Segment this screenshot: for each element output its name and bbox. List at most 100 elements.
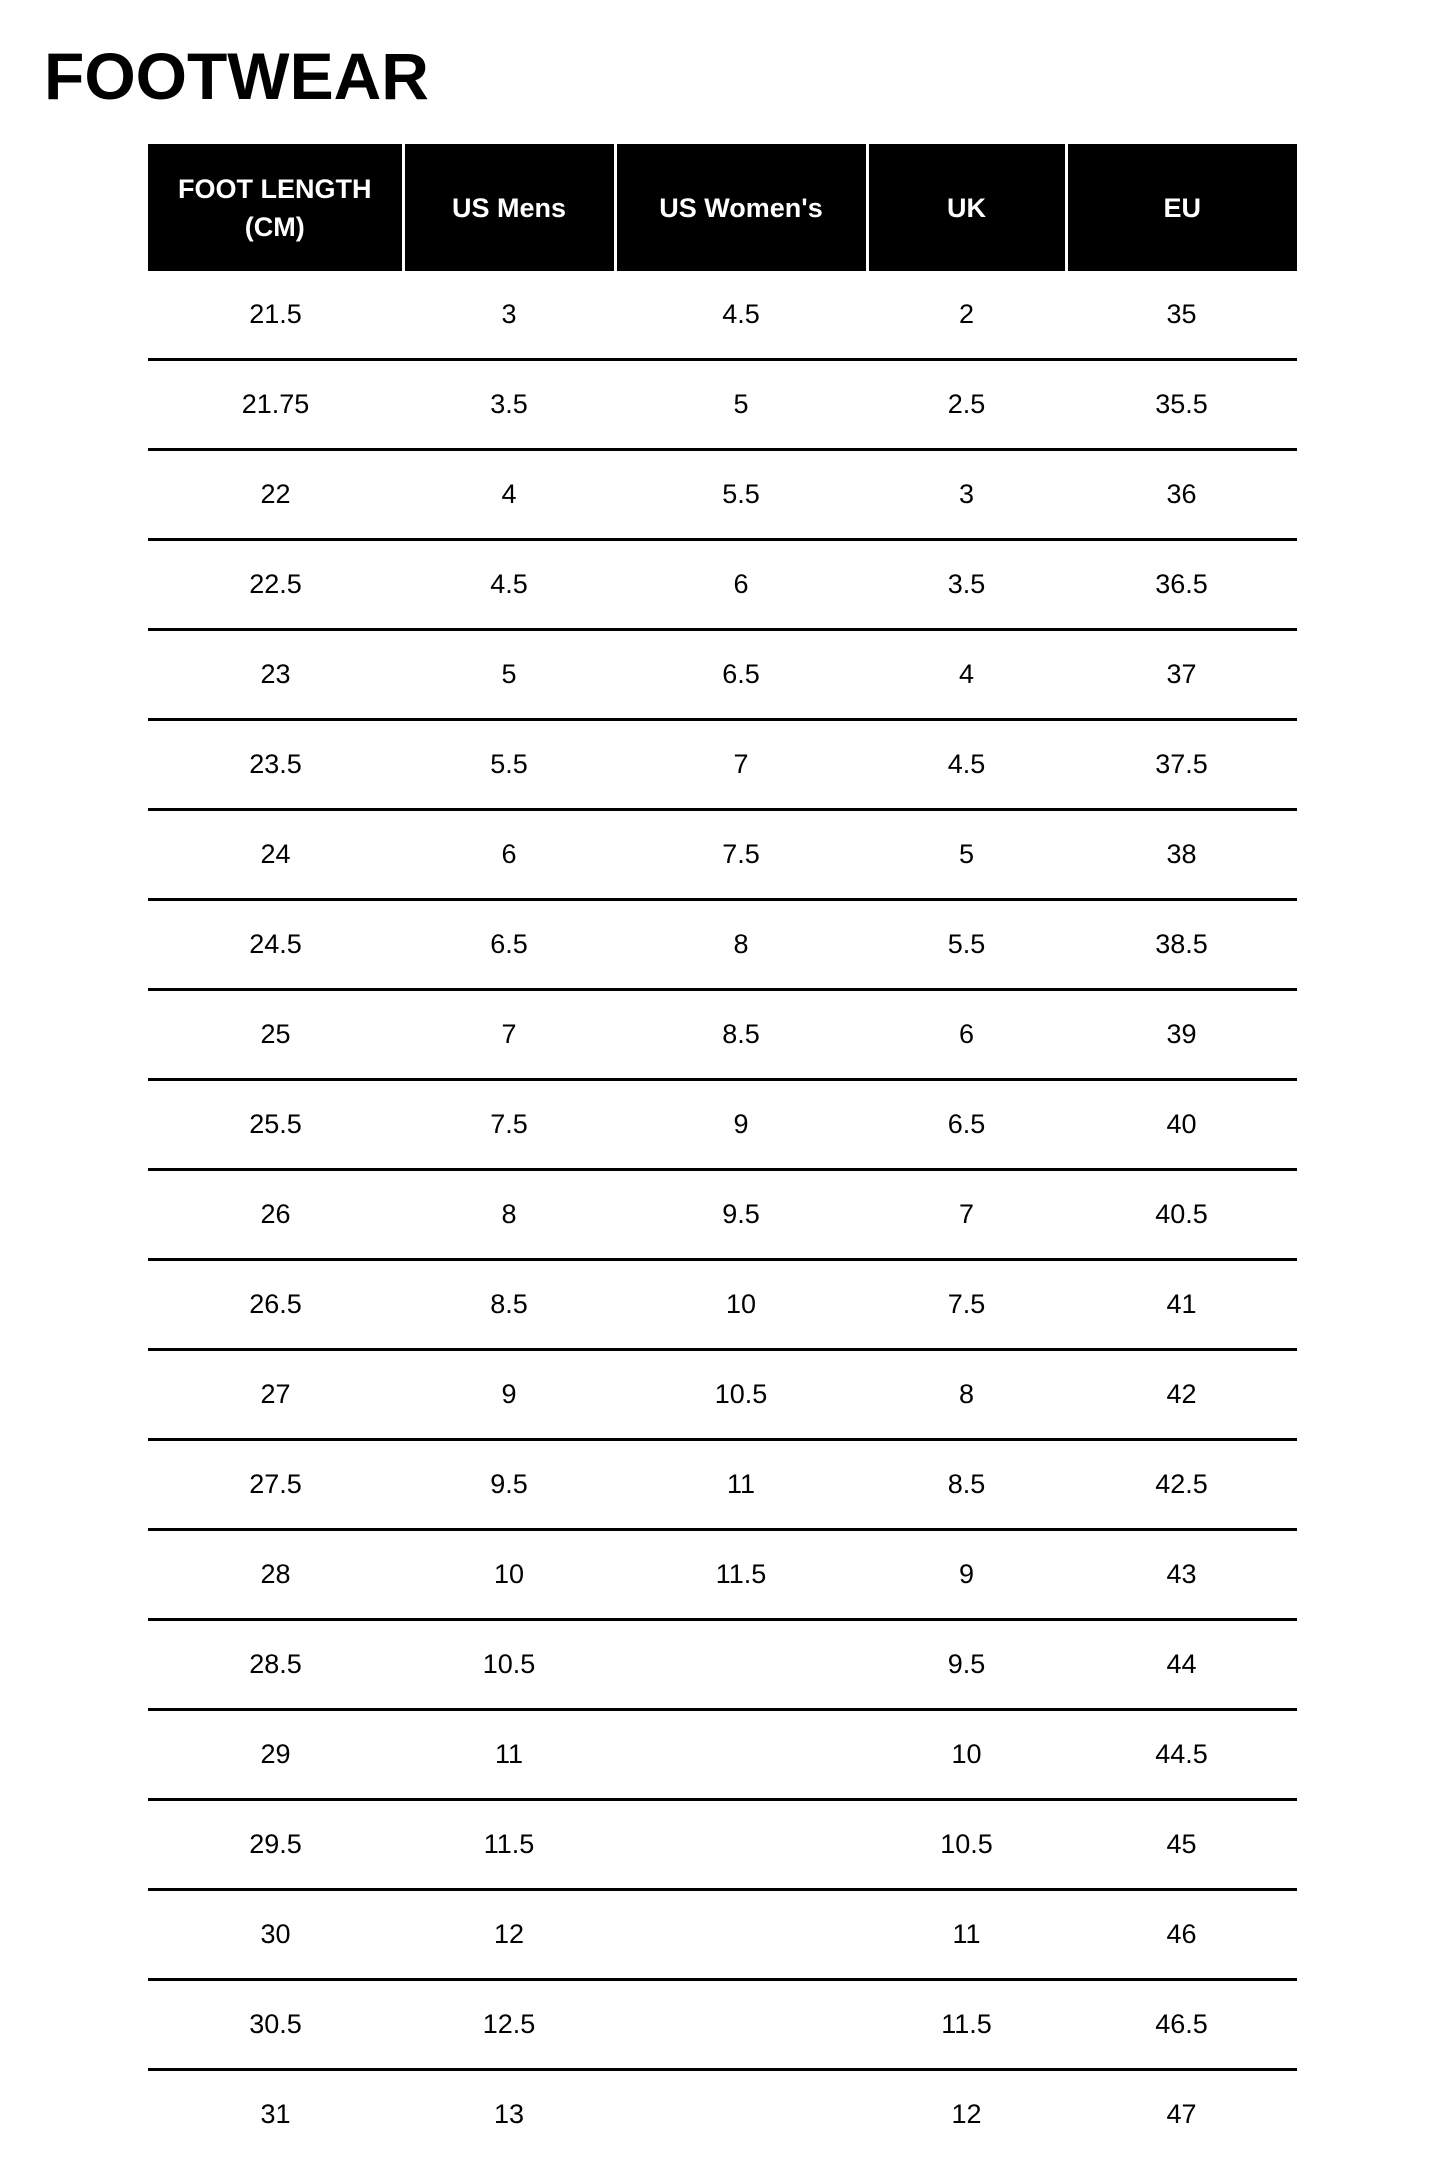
table-row: 26 8 9.5 7 40.5 <box>148 1169 1297 1261</box>
table-cell: 26.5 <box>148 1259 403 1351</box>
table-cell: 24.5 <box>148 899 403 991</box>
column-header: FOOT LENGTH (CM) <box>148 144 403 271</box>
table-header-row: FOOT LENGTH (CM) US Mens US Women's UK EU <box>148 144 1297 271</box>
table-cell: 21.5 <box>148 271 403 361</box>
table-row: 29.5 11.5 10.5 45 <box>148 1799 1297 1891</box>
table-cell: 3 <box>403 271 615 361</box>
table-cell: 11 <box>615 1439 867 1531</box>
table-row: 25 7 8.5 6 39 <box>148 989 1297 1081</box>
table-cell: 4.5 <box>615 271 867 361</box>
table-cell: 22.5 <box>148 539 403 631</box>
table-cell: 27.5 <box>148 1439 403 1531</box>
table-row: 23 5 6.5 4 37 <box>148 629 1297 721</box>
table-cell: 41 <box>1066 1259 1297 1351</box>
table-cell: 8.5 <box>403 1259 615 1351</box>
table-cell: 40.5 <box>1066 1169 1297 1261</box>
table-row: 22 4 5.5 3 36 <box>148 449 1297 541</box>
table-cell: 37.5 <box>1066 719 1297 811</box>
table-cell: 9.5 <box>615 1169 867 1261</box>
table-cell: 10.5 <box>403 1619 615 1711</box>
table-cell: 10 <box>615 1259 867 1351</box>
table-cell: 6.5 <box>867 1079 1066 1171</box>
table-cell: 26 <box>148 1169 403 1261</box>
table-cell: 23 <box>148 629 403 721</box>
size-chart-table: FOOT LENGTH (CM) US Mens US Women's UK EU 21… <box>148 144 1297 2158</box>
table-cell <box>615 1889 867 1981</box>
table-cell: 5.5 <box>615 449 867 541</box>
table-cell: 11.5 <box>867 1979 1066 2071</box>
column-header: EU <box>1064 144 1297 271</box>
table-cell: 10 <box>867 1709 1066 1801</box>
table-cell: 47 <box>1166 2099 1197 2129</box>
table-cell <box>615 2070 867 2159</box>
table-cell: 8.5 <box>615 989 867 1081</box>
table-row: 21.5 3 4.5 2 35 <box>148 271 1297 361</box>
table-cell: 5 <box>403 629 615 721</box>
table-row: 31 13 12 47 <box>148 2070 1297 2159</box>
table-cell: 4 <box>403 449 615 541</box>
table-cell: 46 <box>1066 1889 1297 1981</box>
table-cell: 4 <box>867 629 1066 721</box>
table-cell: 10 <box>403 1529 615 1621</box>
table-cell: 25 <box>148 989 403 1081</box>
table-cell: 12 <box>951 2099 982 2129</box>
table-cell: 38 <box>1066 809 1297 901</box>
table-cell: 37 <box>1066 629 1297 721</box>
table-cell: 31 <box>260 2099 291 2129</box>
table-cell: 5.5 <box>867 899 1066 991</box>
table-cell <box>615 1709 867 1801</box>
table-cell: 23.5 <box>148 719 403 811</box>
table-cell: 8 <box>615 899 867 991</box>
page-title: FOOTWEAR <box>44 39 429 113</box>
column-header: US Mens <box>401 144 615 271</box>
table-row: 28.5 10.5 9.5 44 <box>148 1619 1297 1711</box>
table-cell: 42 <box>1066 1349 1297 1441</box>
table-cell: 2 <box>867 271 1066 361</box>
table-row: 21.75 3.5 5 2.5 35.5 <box>148 359 1297 451</box>
table-cell: 40 <box>1066 1079 1297 1171</box>
table-row: 25.5 7.5 9 6.5 40 <box>148 1079 1297 1171</box>
table-cell: 11 <box>403 1709 615 1801</box>
table-cell: 25.5 <box>148 1079 403 1171</box>
table-cell: 35 <box>1066 271 1297 361</box>
table-row: 22.5 4.5 6 3.5 36.5 <box>148 539 1297 631</box>
table-cell: 4.5 <box>403 539 615 631</box>
table-row: 24 6 7.5 5 38 <box>148 809 1297 901</box>
table-cell: 6.5 <box>403 899 615 991</box>
table-cell: 27 <box>148 1349 403 1441</box>
table-cell: 28.5 <box>148 1619 403 1711</box>
table-cell <box>615 1619 867 1711</box>
table-cell: 30.5 <box>148 1979 403 2071</box>
table-cell: 46.5 <box>1066 1979 1297 2071</box>
table-row: 27.5 9.5 11 8.5 42.5 <box>148 1439 1297 1531</box>
table-cell: 44 <box>1066 1619 1297 1711</box>
table-row: 27 9 10.5 8 42 <box>148 1349 1297 1441</box>
table-cell <box>615 1979 867 2071</box>
table-cell: 11.5 <box>615 1529 867 1621</box>
table-cell: 35.5 <box>1066 359 1297 451</box>
table-cell: 7 <box>403 989 615 1081</box>
table-cell: 6 <box>867 989 1066 1081</box>
table-cell: 7.5 <box>403 1079 615 1171</box>
table-cell: 8.5 <box>867 1439 1066 1531</box>
table-cell: 7.5 <box>615 809 867 901</box>
table-cell: 9.5 <box>867 1619 1066 1711</box>
table-row: 29 11 10 44.5 <box>148 1709 1297 1801</box>
table-cell: 4.5 <box>867 719 1066 811</box>
table-cell: 44.5 <box>1066 1709 1297 1801</box>
table-cell: 7.5 <box>867 1259 1066 1351</box>
table-cell: 9 <box>615 1079 867 1171</box>
table-cell: 5 <box>615 359 867 451</box>
table-cell: 11 <box>867 1889 1066 1981</box>
table-cell: 36.5 <box>1066 539 1297 631</box>
table-cell: 7 <box>615 719 867 811</box>
table-row: 24.5 6.5 8 5.5 38.5 <box>148 899 1297 991</box>
table-cell: 39 <box>1066 989 1297 1081</box>
table-cell: 9.5 <box>403 1439 615 1531</box>
table-cell: 36 <box>1066 449 1297 541</box>
table-row: 28 10 11.5 9 43 <box>148 1529 1297 1621</box>
table-cell: 5.5 <box>403 719 615 811</box>
table-cell: 7 <box>867 1169 1066 1261</box>
table-cell: 6.5 <box>615 629 867 721</box>
column-header: US Women's <box>613 144 867 271</box>
